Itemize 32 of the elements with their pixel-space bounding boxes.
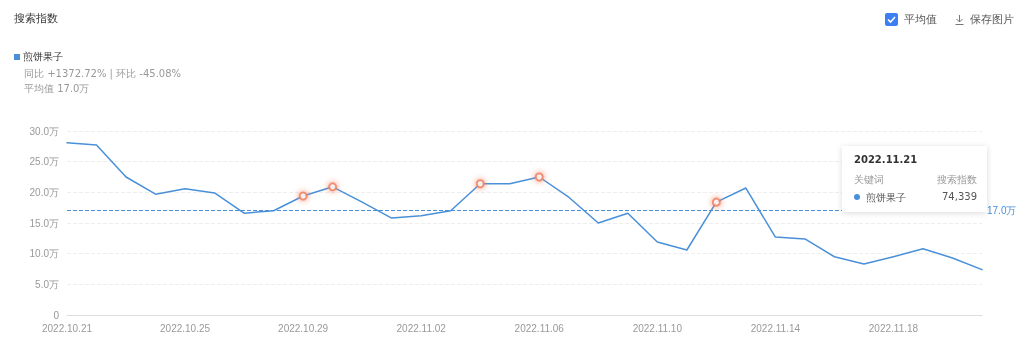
chart-title: 搜索指数 xyxy=(14,11,58,26)
x-tick-label: 2022.11.10 xyxy=(632,322,683,334)
point xyxy=(298,191,308,201)
chart-subtitle: 同比 +1372.72% | 环比 -45.08% 平均值 17.0万 xyxy=(24,67,182,96)
point xyxy=(534,172,544,182)
annotation: 搜索指数 xyxy=(937,173,977,187)
x-tick-label: 2022.11.14 xyxy=(750,322,801,334)
ref-line-label: 17.0万 xyxy=(987,205,1017,217)
x-tick-label: 2022.11.18 xyxy=(868,322,919,334)
annotation: 煎饼果子 xyxy=(866,191,906,205)
line-series xyxy=(66,141,983,271)
legend-label: 煎饼果子 xyxy=(23,50,63,64)
y-tick-label: 20.0万 xyxy=(29,186,59,198)
x-tick-label: 2022.11.06 xyxy=(514,322,565,334)
annotation: 关键词 xyxy=(854,173,884,187)
x-tick-label: 2022.10.21 xyxy=(41,322,93,334)
text: 保存图片 xyxy=(970,12,1014,27)
y-tick-label: 25.0万 xyxy=(29,156,59,168)
y-tick-label: 15.0万 xyxy=(29,217,59,229)
y-tick-label: 10.0万 xyxy=(29,248,59,260)
y-tick-label: 30.0万 xyxy=(29,125,59,137)
annotation: 74,339 xyxy=(942,191,977,202)
x-tick-label: 2022.11.02 xyxy=(396,322,447,334)
point xyxy=(328,182,338,192)
point xyxy=(711,197,721,207)
point xyxy=(475,179,485,189)
text: 平均值 xyxy=(904,12,937,27)
annotation: 2022.11.21 xyxy=(854,154,918,165)
x-tick-label: 2022.10.29 xyxy=(278,322,329,334)
y-tick-label: 5.0万 xyxy=(35,278,59,290)
x-tick-label: 2022.10.25 xyxy=(160,322,211,334)
y-tick-label: 0 xyxy=(53,309,60,321)
